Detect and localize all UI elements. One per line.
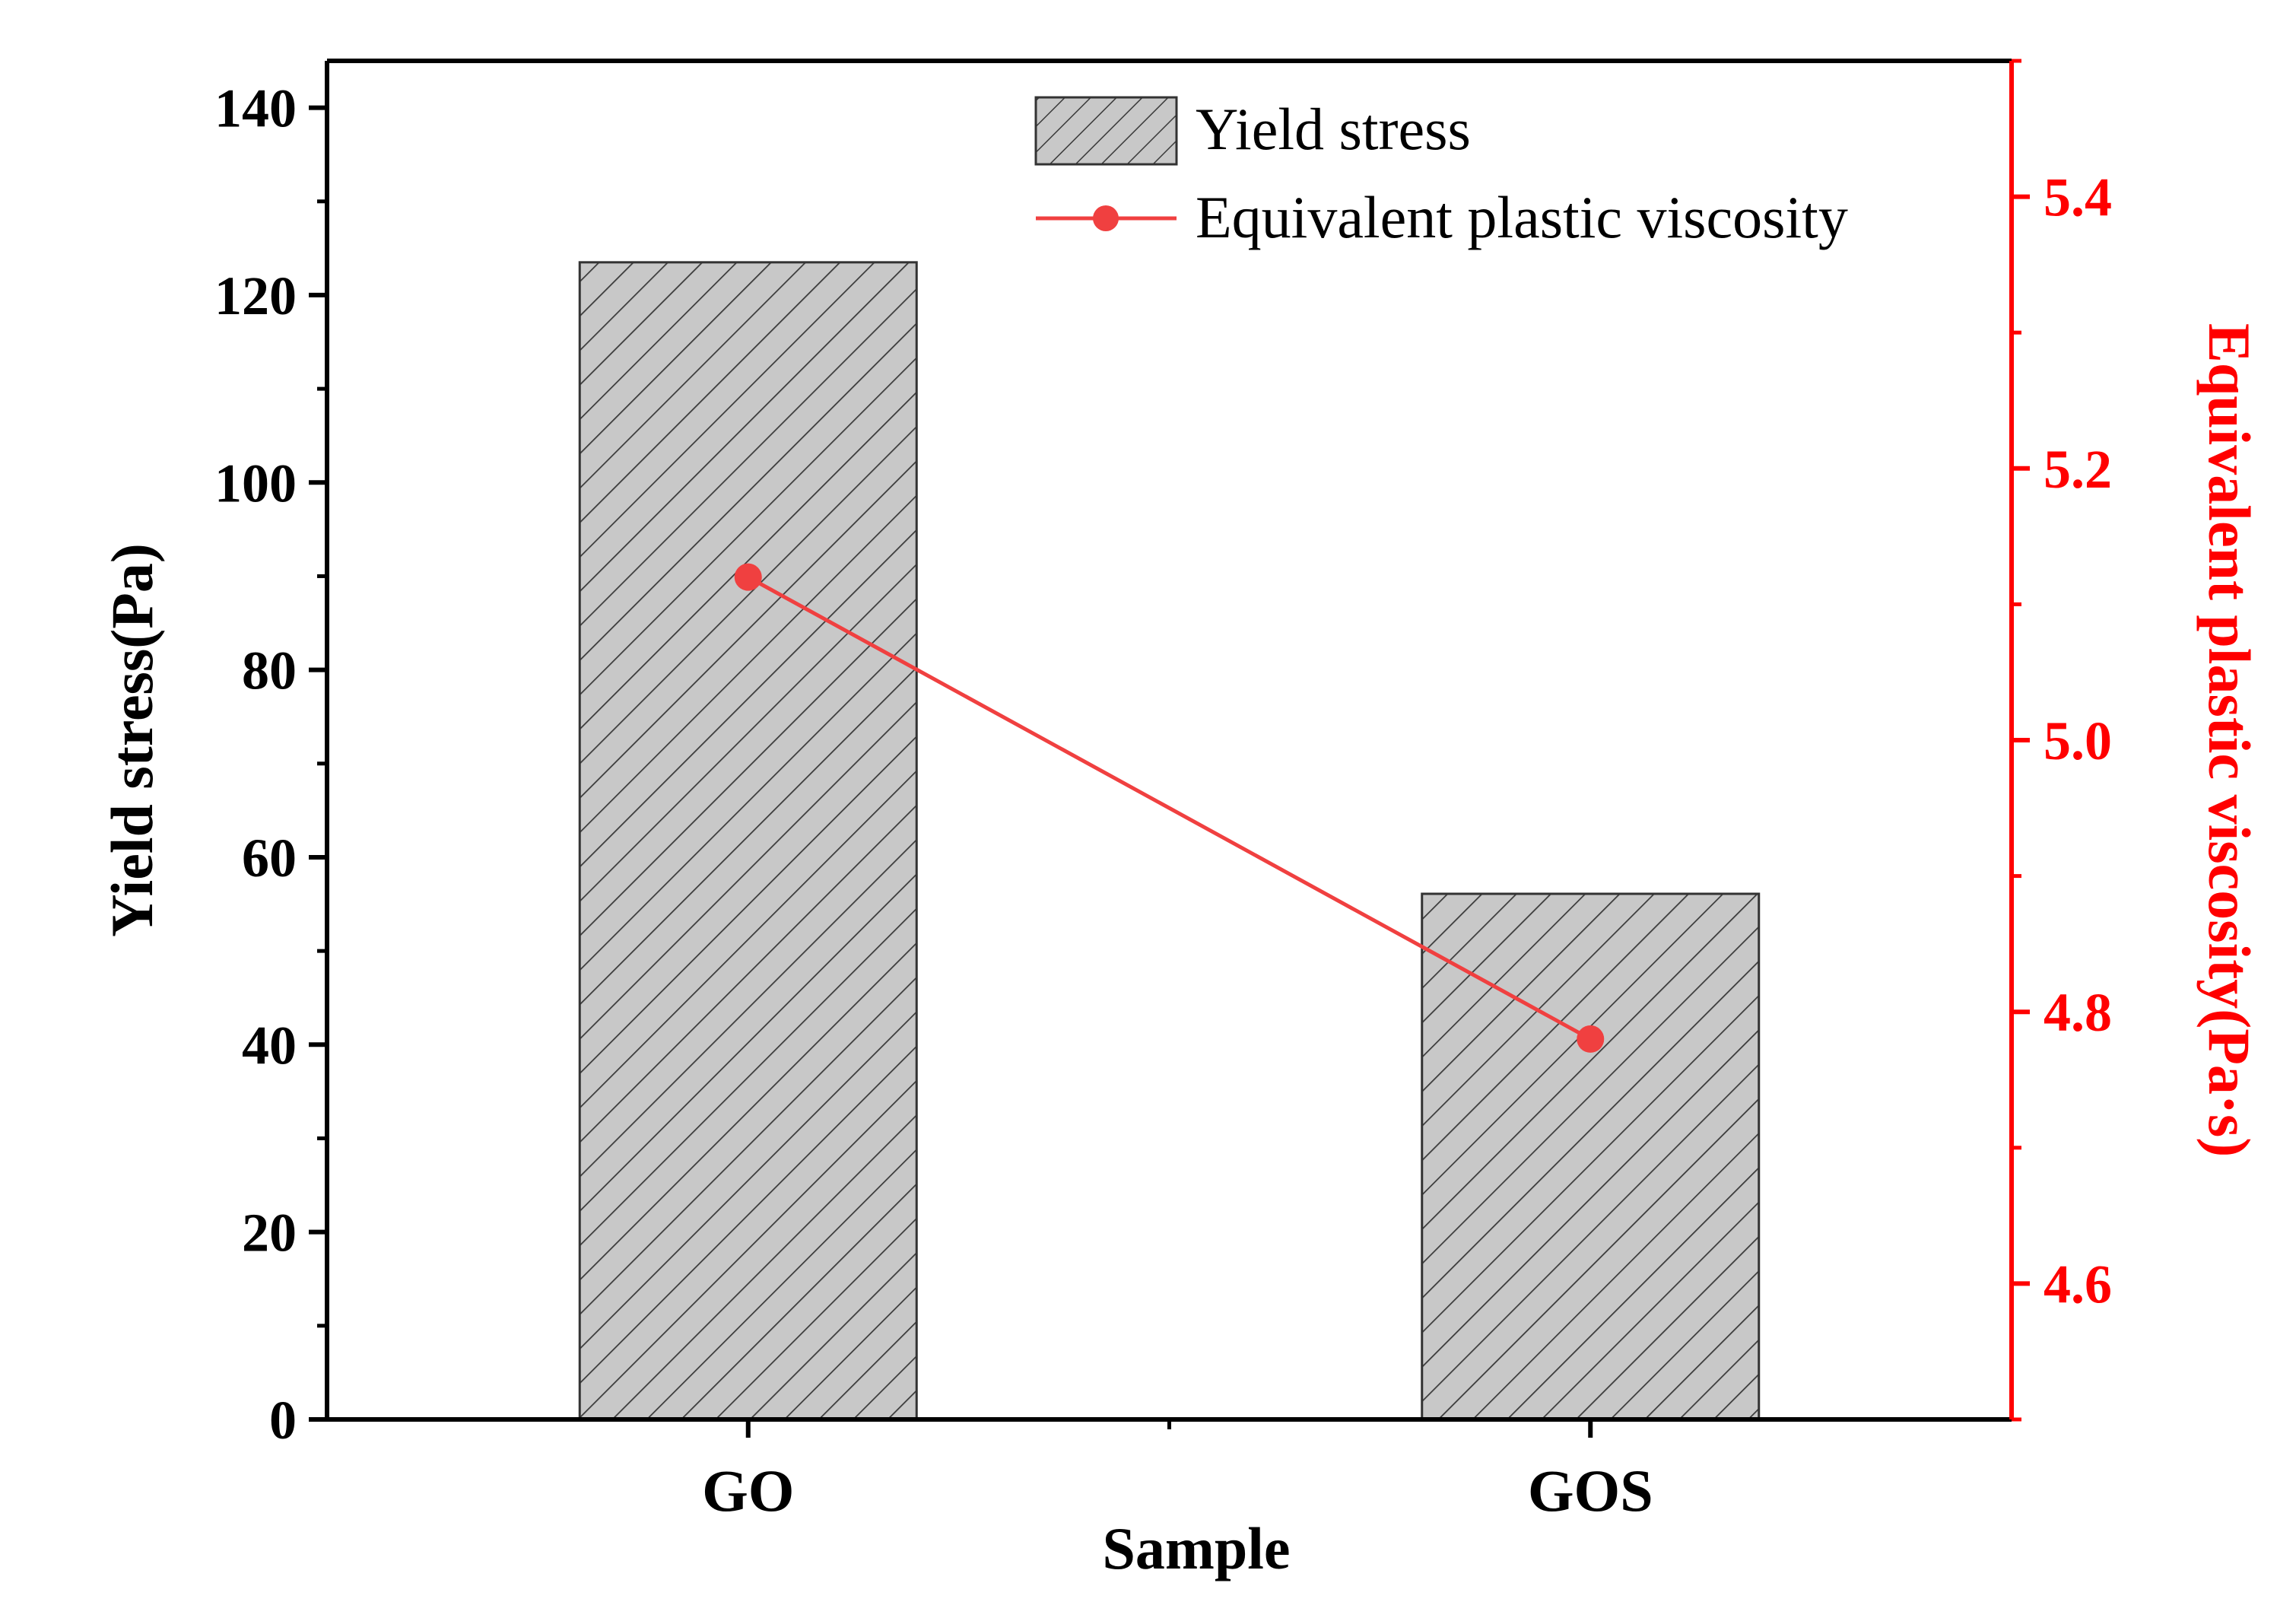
legend-label-yield-stress: Yield stress (1196, 96, 1471, 162)
x-tick-label-gos: GOS (1528, 1457, 1653, 1524)
right-tick-label: 5.2 (2044, 439, 2112, 500)
bar-go (578, 261, 918, 1421)
right-tick-label: 4.8 (2044, 982, 2112, 1043)
right-tick-label: 5.0 (2044, 710, 2112, 771)
left-tick-label: 120 (214, 265, 297, 326)
left-axis-ticks: 0 20 40 60 80 100 120 140 (214, 78, 327, 1451)
line-layer (734, 563, 1605, 1053)
legend-label-viscosity: Equivalent plastic viscosity (1196, 184, 1848, 250)
left-tick-label: 40 (242, 1015, 297, 1076)
left-tick-label: 0 (269, 1390, 297, 1451)
x-tick-label-go: GO (702, 1457, 794, 1524)
bars-layer (578, 261, 1761, 1421)
right-axis-ticks: 4.6 4.8 5.0 5.2 5.4 (2012, 59, 2112, 1422)
x-axis-title: Sample (1102, 1515, 1290, 1581)
viscosity-point-go (734, 563, 762, 591)
bar-gos (1421, 892, 1761, 1421)
legend-line-marker (1093, 205, 1119, 231)
left-tick-label: 80 (242, 640, 297, 701)
viscosity-point-gos (1577, 1025, 1605, 1053)
left-axis-title: Yield stress(Pa) (99, 543, 165, 937)
right-tick-label: 5.4 (2044, 167, 2112, 228)
left-tick-label: 60 (242, 828, 297, 888)
left-tick-label: 20 (242, 1203, 297, 1263)
legend: Yield stress Equivalent plastic viscosit… (1034, 96, 1848, 250)
left-tick-label: 100 (214, 453, 297, 513)
left-tick-label: 140 (214, 78, 297, 139)
legend-bar-swatch (1034, 96, 1178, 166)
right-tick-label: 4.6 (2044, 1254, 2112, 1314)
viscosity-line (747, 575, 1592, 1041)
right-axis-title: Equivalent plastic viscosity(Pa·s) (2196, 323, 2263, 1157)
x-axis-ticks: GO GOS (702, 1419, 1653, 1524)
